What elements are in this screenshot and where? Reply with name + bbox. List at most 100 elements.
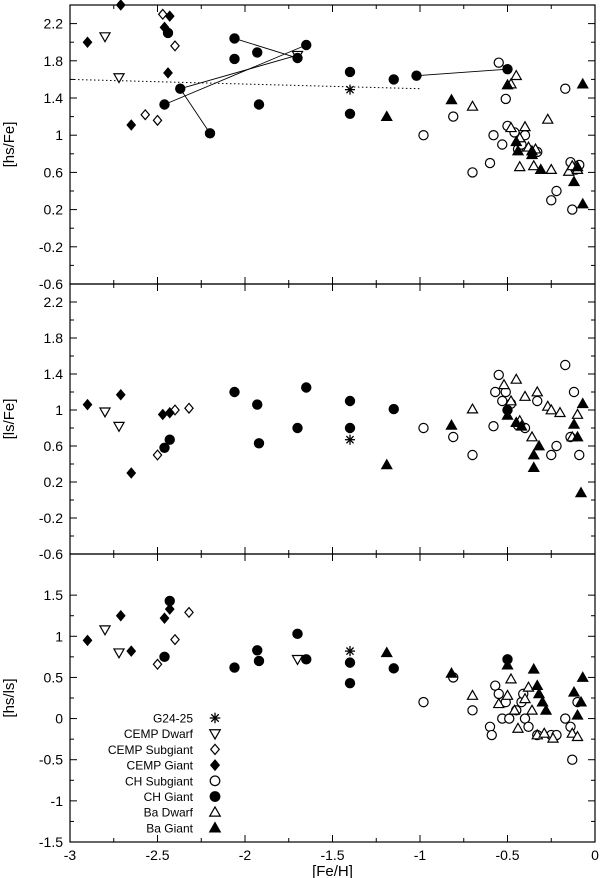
series-ch-giant xyxy=(159,382,513,453)
data-point xyxy=(82,398,93,411)
data-point xyxy=(170,40,180,52)
data-point xyxy=(532,395,543,407)
data-point xyxy=(344,677,356,689)
series-cemp-giant xyxy=(82,388,175,479)
data-point xyxy=(527,662,540,674)
data-point xyxy=(502,63,513,75)
data-point xyxy=(501,78,514,90)
data-point xyxy=(484,721,496,733)
y-tick-label: 0.6 xyxy=(44,438,64,454)
data-point xyxy=(567,685,581,697)
data-point xyxy=(492,697,505,709)
data-point xyxy=(159,99,170,110)
data-point xyxy=(418,422,429,434)
series-ch-giant xyxy=(159,27,513,139)
data-point xyxy=(445,419,458,430)
data-point xyxy=(567,754,578,765)
data-point xyxy=(388,74,399,85)
y-tick-label: -0.5 xyxy=(39,752,63,768)
data-point xyxy=(170,633,180,646)
data-point xyxy=(159,442,170,453)
data-point xyxy=(292,422,303,434)
data-point xyxy=(163,67,173,79)
data-point xyxy=(344,422,356,434)
data-point xyxy=(576,671,589,682)
y-tick-label: -0.6 xyxy=(39,276,63,292)
data-point xyxy=(553,406,567,418)
series-cemp-subgiant xyxy=(140,8,180,127)
data-point xyxy=(501,689,514,700)
data-point xyxy=(388,403,399,415)
series-cemp-dwarf xyxy=(98,407,126,433)
data-point xyxy=(525,704,539,715)
data-point xyxy=(291,654,304,666)
data-point xyxy=(229,662,240,673)
data-point xyxy=(486,729,497,741)
data-point xyxy=(504,672,518,684)
data-point xyxy=(576,397,589,409)
y-tick-label: 2.2 xyxy=(44,294,64,310)
data-point xyxy=(567,204,578,215)
series-ba-giant xyxy=(380,646,589,720)
y-tick-label: 1 xyxy=(55,127,63,143)
data-point xyxy=(525,144,539,156)
y-axis-label: [ls/Fe] xyxy=(1,399,18,440)
legend-marker xyxy=(209,791,221,802)
data-point xyxy=(253,438,265,449)
data-point xyxy=(229,53,240,65)
data-point xyxy=(98,407,112,419)
data-point xyxy=(571,408,584,419)
data-point xyxy=(531,385,544,397)
legend-label: Ba Giant xyxy=(146,821,193,835)
y-tick-label: -1.5 xyxy=(39,834,63,850)
data-point xyxy=(510,69,523,81)
data-point xyxy=(560,359,571,371)
data-point xyxy=(488,421,499,432)
data-point xyxy=(511,722,525,733)
connector-line xyxy=(179,88,211,134)
data-point xyxy=(126,119,137,131)
data-point xyxy=(418,696,429,708)
data-point xyxy=(527,461,540,472)
data-point xyxy=(292,52,303,64)
data-point xyxy=(448,431,459,443)
data-point xyxy=(159,612,170,624)
series-ba-giant xyxy=(380,77,589,209)
data-point xyxy=(448,111,459,122)
legend-label: CEMP Giant xyxy=(127,759,194,773)
data-point xyxy=(380,458,393,470)
data-point xyxy=(115,388,126,401)
legend-label: CEMP Subgiant xyxy=(108,743,194,757)
data-point xyxy=(204,128,216,139)
data-point xyxy=(112,73,126,84)
data-point xyxy=(538,727,551,738)
data-point xyxy=(574,449,585,461)
data-point xyxy=(574,486,588,498)
data-point xyxy=(567,175,581,187)
data-point xyxy=(344,434,356,445)
data-point xyxy=(532,687,546,699)
data-point xyxy=(504,121,518,133)
data-point xyxy=(126,467,137,479)
data-point xyxy=(546,195,557,206)
data-point xyxy=(504,394,518,406)
data-point xyxy=(510,373,523,384)
series-cemp-dwarf xyxy=(98,32,304,84)
y-tick-label: 0.2 xyxy=(44,474,64,490)
y-tick-label: 0.6 xyxy=(44,164,64,180)
data-point xyxy=(551,440,562,452)
data-point xyxy=(566,727,579,738)
data-point xyxy=(508,704,521,715)
series-g24-25 xyxy=(344,646,356,657)
data-point xyxy=(112,648,126,660)
data-point xyxy=(490,386,501,398)
data-point xyxy=(159,651,170,663)
data-point xyxy=(541,113,554,124)
data-point xyxy=(568,386,580,398)
series-cemp-giant xyxy=(82,603,175,657)
data-point xyxy=(301,39,312,51)
data-point xyxy=(162,27,174,39)
data-point xyxy=(531,679,544,691)
data-point xyxy=(532,439,546,451)
data-point xyxy=(504,713,515,724)
